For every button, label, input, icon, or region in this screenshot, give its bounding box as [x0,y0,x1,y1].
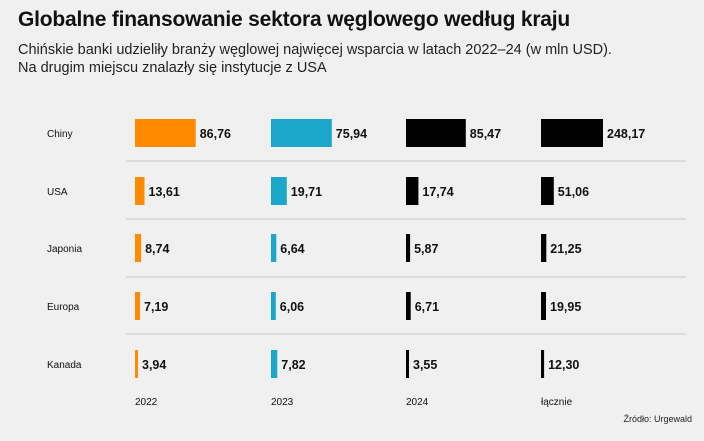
bar-łącznie-europa [541,292,546,320]
category-label-japonia: Japonia [47,244,82,255]
data-label-2022-japonia: 8,74 [145,242,169,256]
data-label-2024-chiny: 85,47 [470,127,501,141]
bar-2024-europa [406,292,411,320]
chart-subtitle: Chińskie banki udzieliły branży węglowej… [18,41,688,77]
bar-2023-chiny [271,119,332,147]
subtitle-line-1: Chińskie banki udzieliły branży węglowej… [18,42,612,58]
bar-2022-japonia [135,234,142,262]
data-label-2023-chiny: 75,94 [336,127,367,141]
data-label-2022-europa: 7,19 [144,300,168,314]
data-label-2023-usa: 19,71 [291,185,322,199]
data-label-2022-kanada: 3,94 [142,358,166,372]
bar-2023-usa [271,177,287,205]
column-label-łącznie: łącznie [541,397,573,408]
data-label-2022-usa: 13,61 [149,185,180,199]
data-label-łącznie-japonia: 21,25 [550,242,581,256]
bar-2022-usa [135,177,145,205]
category-label-europa: Europa [47,302,80,313]
data-label-łącznie-usa: 51,06 [558,185,589,199]
data-label-2023-kanada: 7,82 [281,358,305,372]
category-label-chiny: Chiny [47,129,73,140]
bar-2022-chiny [135,119,196,147]
bar-2022-europa [135,292,140,320]
bar-2023-japonia [271,234,277,262]
data-label-2024-kanada: 3,55 [413,358,437,372]
column-label-2022: 2022 [135,397,158,408]
bar-2024-japonia [406,234,411,262]
data-label-2023-japonia: 6,64 [280,242,304,256]
bar-łącznie-chiny [541,119,603,147]
data-label-2024-usa: 17,74 [422,185,453,199]
column-label-2024: 2024 [406,397,429,408]
source-note: Źródło: Urgewald [623,414,692,424]
data-label-łącznie-europa: 19,95 [550,300,581,314]
subtitle-line-2: Na drugim miejscu znalazły się instytucj… [18,60,327,76]
category-label-usa: USA [47,187,68,198]
bar-łącznie-japonia [541,234,547,262]
data-label-łącznie-kanada: 12,30 [548,358,579,372]
bar-2022-kanada [135,350,138,378]
bar-2023-kanada [271,350,278,378]
category-label-kanada: Kanada [47,360,82,371]
data-label-łącznie-chiny: 248,17 [607,127,645,141]
bar-2023-europa [271,292,276,320]
bar-2024-kanada [406,350,409,378]
bar-łącznie-usa [541,177,554,205]
bar-2024-chiny [406,119,466,147]
bar-łącznie-kanada [541,350,545,378]
bar-2024-usa [406,177,419,205]
chart-title: Globalne finansowanie sektora węglowego … [18,8,571,31]
column-label-2023: 2023 [271,397,294,408]
data-label-2024-japonia: 5,87 [414,242,438,256]
data-label-2024-europa: 6,71 [415,300,439,314]
data-label-2023-europa: 6,06 [280,300,304,314]
data-label-2022-chiny: 86,76 [200,127,231,141]
